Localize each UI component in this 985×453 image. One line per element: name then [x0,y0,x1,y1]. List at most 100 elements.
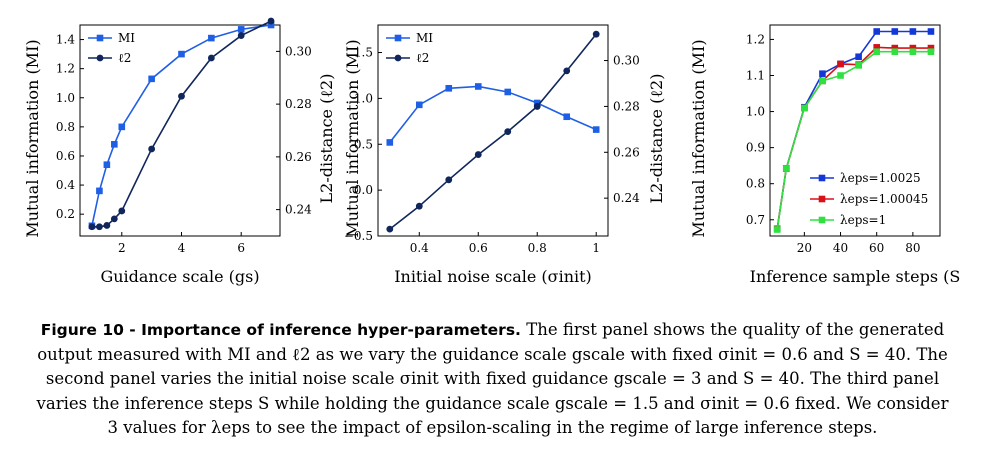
y-tick-label: 0.4 [56,178,75,192]
y2-tick-label: 0.26 [285,150,312,164]
series-line-1 [389,85,597,143]
y-tick-label: 1.4 [56,33,75,47]
series-line-3 [776,50,931,230]
x-axis-label: Inference sample steps (S [750,267,961,286]
y-tick-label: 0.6 [56,149,75,163]
data-point [873,44,881,51]
y-axis-label-left: Mutual information (MI) [23,39,42,237]
figure-10-panels: 2 4 6 0.2 0.4 0.6 0.8 1.0 1.2 1.4 0.24 0.26 0.28 0.30… [23,17,961,286]
data-point [927,48,935,55]
legend-marker [394,54,402,62]
plot-frame [79,24,281,237]
data-point [837,72,844,79]
data-point [782,165,790,172]
x-tick-label: 6 [237,241,245,255]
data-point [504,128,512,136]
legend-entry: MI [118,31,135,45]
legend-entry: λeps=1.00045 [840,192,928,206]
x-tick-label: 80 [905,241,920,255]
y-tick-label: 0.9 [746,141,765,155]
data-point [445,176,453,184]
data-point [111,141,118,148]
x-tick-label: 4 [178,241,186,255]
data-point [237,26,245,33]
data-point [103,222,111,229]
data-point [873,28,881,35]
legend-entry: ℓ2 [118,51,131,65]
y-axis-label-right: L2-distance (ℓ2) [647,74,666,204]
caption-title: Importance of inference hyper-parameters… [141,321,521,339]
data-point [103,161,111,168]
data-point [386,139,394,146]
y2-tick-label: 0.30 [285,44,312,58]
data-point [592,30,600,38]
x-axis-label: Guidance scale (gs) [100,267,259,286]
y-tick-label: 1.1 [746,68,765,82]
data-point [563,67,571,75]
data-point [474,83,482,90]
data-point [909,28,917,35]
y-axis-label-right: L2-distance (ℓ2) [317,74,336,204]
y-axis-label-left: Mutual information (MI) [689,39,708,237]
data-point [445,85,453,92]
figure-caption: Figure 10 - Importance of inference hype… [30,318,955,441]
x-tick-label: 0.8 [528,241,547,255]
data-point [415,202,423,210]
x-tick-label: 1 [592,241,600,255]
data-point [148,75,155,83]
legend-marker [96,54,104,62]
y-tick-label: 0.8 [746,177,765,191]
data-point [386,225,394,233]
y2-tick-label: 0.26 [613,145,640,159]
data-point [563,113,571,121]
y-tick-label: 0.2 [56,207,75,221]
x-tick-label: 60 [869,241,884,255]
data-point [891,48,899,55]
data-point [110,215,118,223]
x-tick-label: 0.6 [469,241,488,255]
data-point [118,123,126,131]
data-point [837,60,844,68]
data-point [178,92,185,100]
caption-separator: - [123,321,142,339]
y2-tick-label: 0.24 [285,203,312,217]
data-point [267,21,275,29]
legend-entry: ℓ2 [416,51,429,65]
data-point [415,101,423,109]
data-point [773,226,781,233]
legend-marker [818,216,826,224]
x-axis-label: Initial noise scale (σinit) [394,267,592,286]
x-tick-label: 20 [797,241,812,255]
caption-text: The first panel shows the quality of the… [36,320,949,437]
chart-panel-1: 2 4 6 0.2 0.4 0.6 0.8 1.0 1.2 1.4 0.24 0.26 0.28 0.30… [23,17,336,286]
y-axis-label-left: Mutual information (MI) [343,39,362,237]
caption-label: Figure 10 [40,321,124,339]
data-point [801,104,808,112]
y-tick-label: −0.5 [344,229,373,243]
legend-marker [394,34,402,42]
x-tick-label: 0.4 [410,241,429,255]
data-point [927,44,935,52]
data-point [891,44,899,52]
y-tick-label: 1.0 [56,91,75,105]
data-point [237,32,245,39]
series-line-1 [91,24,272,226]
legend-marker [96,34,104,42]
plot-frame [769,24,941,237]
data-point [118,207,126,215]
y-tick-label: 1.2 [746,32,765,46]
y2-tick-label: 0.28 [285,97,312,111]
y-tick-label: 0.0 [354,183,373,197]
data-point [178,50,185,58]
legend-entry: λeps=1.0025 [840,171,921,185]
y-tick-label: 0.5 [354,137,373,151]
data-point [504,88,512,96]
y2-tick-label: 0.30 [613,54,640,68]
data-point [208,34,215,42]
y-tick-label: 1.5 [354,46,373,60]
chart-panel-2: 0.4 0.6 0.8 1 −0.5 0.0 0.5 1.0 1.5 0.24 0.26 0.28 0.… [343,24,666,286]
data-point [533,103,541,110]
series-line-2 [389,33,597,230]
y2-tick-label: 0.24 [613,191,640,205]
data-point [855,62,862,69]
